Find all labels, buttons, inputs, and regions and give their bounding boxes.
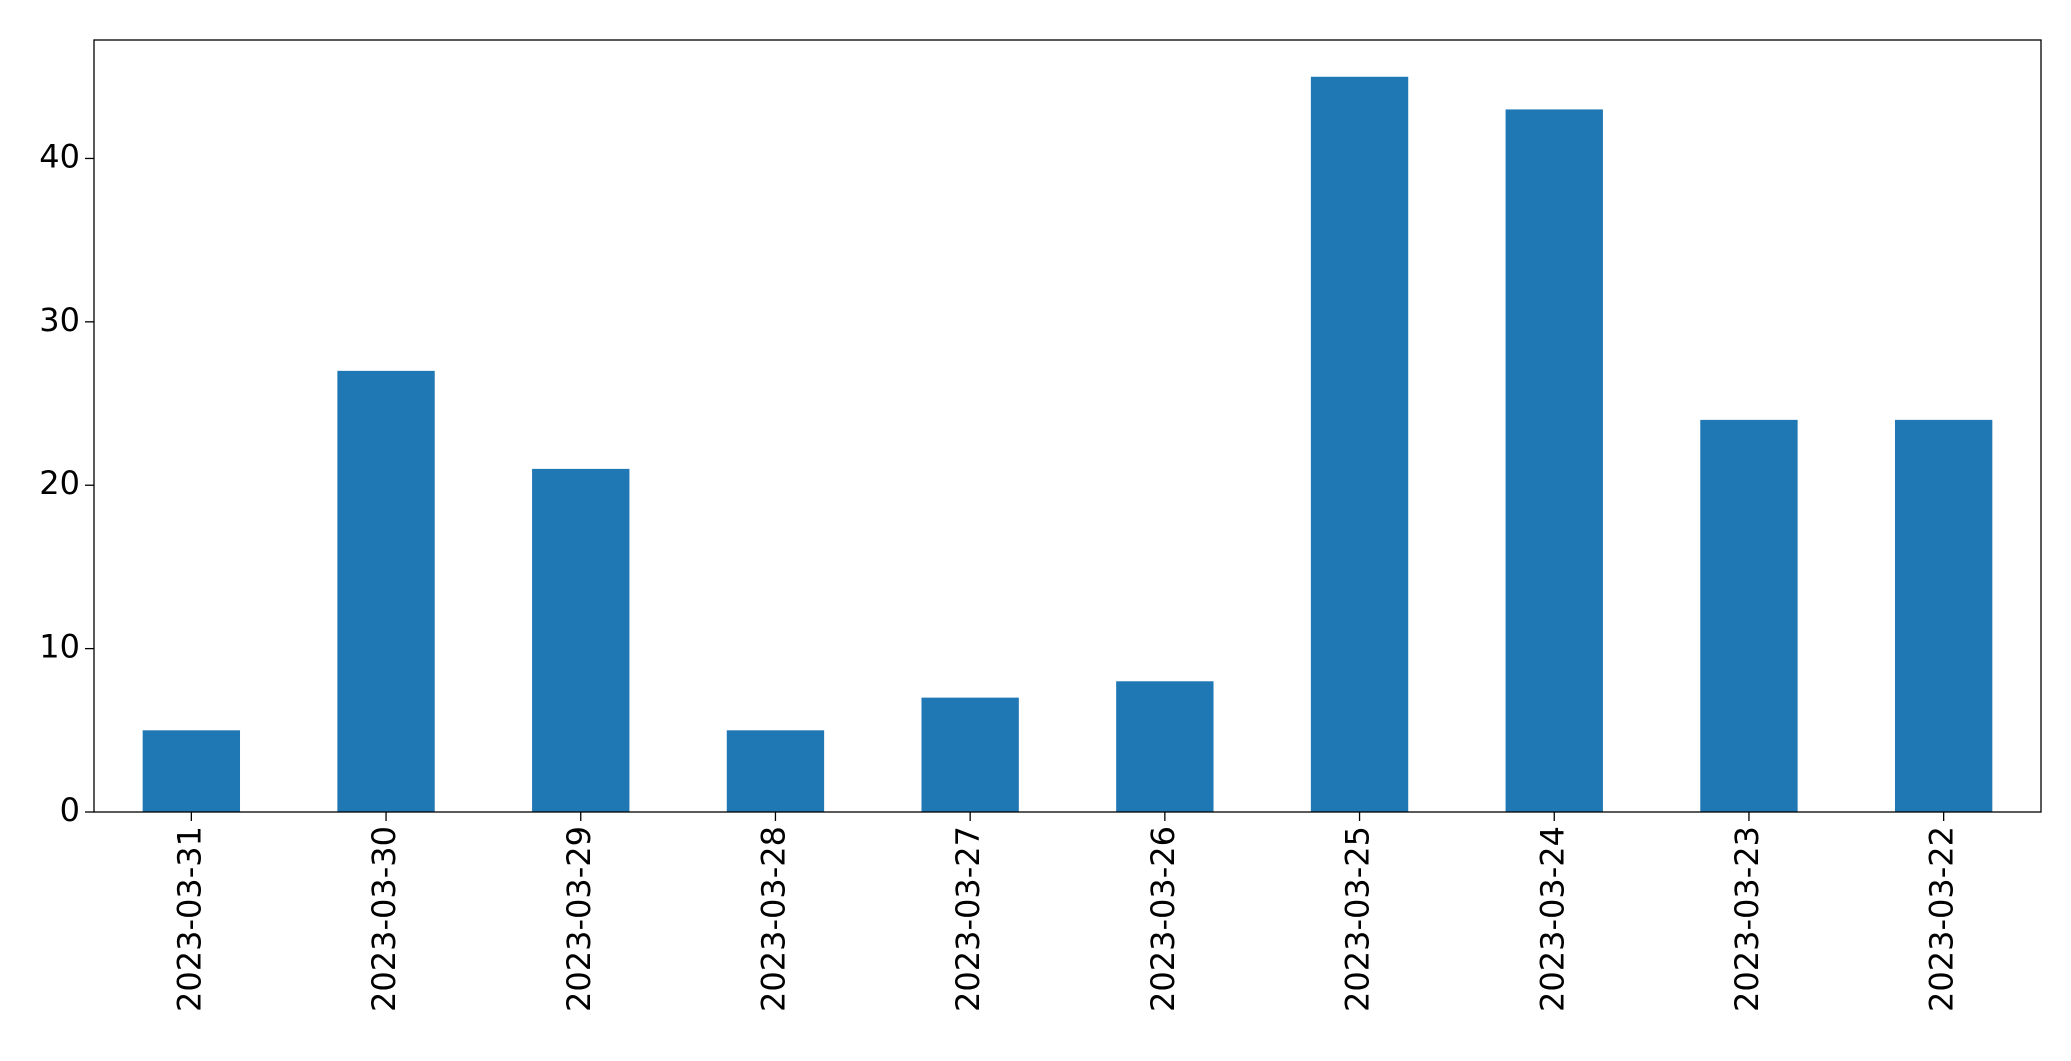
x-tick-label: 2023-03-23 [1728,826,1766,1012]
x-tick-label: 2023-03-30 [365,826,403,1012]
y-tick-label: 40 [39,137,80,175]
y-tick-label: 0 [60,791,80,829]
y-tick-label: 20 [39,464,80,502]
x-tick-label: 2023-03-29 [560,826,598,1012]
x-tick-label: 2023-03-31 [170,826,208,1012]
plot-frame [93,39,2042,813]
bar [142,730,241,812]
x-tick-label: 2023-03-28 [754,826,792,1012]
y-tick-label: 10 [39,628,80,666]
bar [1310,76,1409,812]
bar [921,697,1019,812]
bar [532,468,630,812]
x-tick-label: 2023-03-26 [1144,826,1182,1012]
bar [1700,419,1798,812]
y-tick-label: 30 [39,301,80,339]
bar [337,370,435,812]
x-tick-label: 2023-03-22 [1923,826,1961,1012]
x-tick-label: 2023-03-27 [949,826,987,1012]
bar [726,730,825,812]
x-tick-label: 2023-03-25 [1339,826,1377,1012]
bar [1505,109,1603,813]
bar [1116,681,1214,812]
x-tick-label: 2023-03-24 [1533,826,1571,1012]
bar [1894,419,1993,812]
